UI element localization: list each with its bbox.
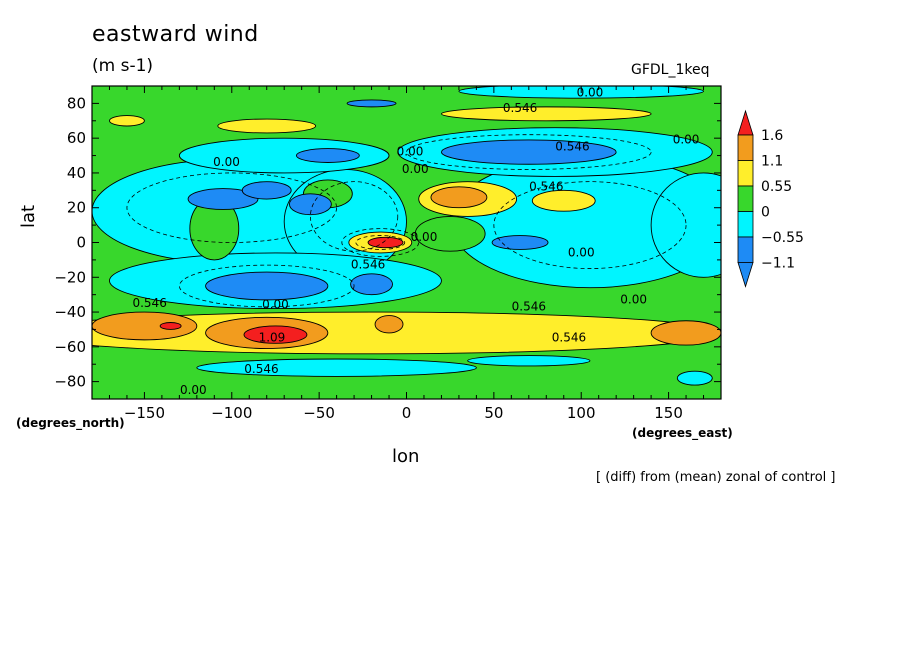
orange-region-south-east <box>650 320 721 346</box>
contour-ring <box>406 134 652 170</box>
yellow-region-north-west <box>217 118 317 134</box>
model-name: GFDL_1keq <box>631 62 710 78</box>
contour-label: 0.00 <box>568 245 595 259</box>
chart-units: (m s-1) <box>92 56 154 76</box>
contour-label: 1.09 <box>259 331 286 345</box>
yellow-region-arctic <box>440 106 652 122</box>
contour-ring <box>341 228 420 257</box>
colorbar-label: −1.1 <box>761 256 795 272</box>
colorbar-arrow-bottom <box>737 262 754 288</box>
contour-label: 0.00 <box>213 155 240 169</box>
blue-core-south-east <box>350 273 393 296</box>
cyan-region-antarctic <box>196 358 477 377</box>
orange-region-south-west <box>92 311 198 341</box>
colorbar-swatch-cyan <box>737 211 754 238</box>
x-axis-label: lon <box>392 446 420 467</box>
yellow-region-north-2 <box>531 189 596 212</box>
orange-region-south-2 <box>374 315 404 334</box>
red-core-equator <box>367 236 404 249</box>
y-axis-unit: (degrees_north) <box>16 416 125 430</box>
colorbar-swatch-green <box>737 185 754 212</box>
contour-label: 0.546 <box>529 179 563 193</box>
y-tick-label: −60 <box>54 338 86 356</box>
contour-label: 0.546 <box>512 299 546 313</box>
y-tick-label: −80 <box>54 373 86 391</box>
contour-label: 0.00 <box>673 132 700 146</box>
contour-ring <box>126 172 338 243</box>
footer-note: [ (diff) from (mean) zonal of control ] <box>596 470 836 485</box>
colorbar-swatch-yellow <box>737 160 754 187</box>
contour-label: 0.546 <box>552 331 586 345</box>
contour-label: 0.546 <box>555 139 589 153</box>
y-tick-label: −20 <box>54 268 86 286</box>
x-axis: −150 −100 −50 0 50 100 150 <box>108 86 722 422</box>
contour-label: 0.00 <box>411 230 438 244</box>
y-tick-label: 20 <box>67 199 86 217</box>
x-tick-label: 0 <box>402 404 412 422</box>
colorbar-legend: 1.6 1.1 0.55 0 −0.55 −1.1 <box>737 109 804 288</box>
contour-labels: 0.00 0.546 0.546 0.00 0.00 0.00 0.00 0.546 0.00 0… <box>132 85 699 396</box>
blue-core-south <box>205 271 329 301</box>
yellow-region-arctic-west <box>109 115 145 127</box>
colorbar-arrow-top <box>737 109 754 136</box>
blue-core-center <box>288 193 332 216</box>
contour-label: 0.546 <box>351 258 385 272</box>
contour-label: 0.546 <box>132 296 166 310</box>
plot-area <box>92 86 721 399</box>
y-tick-label: 0 <box>76 234 86 252</box>
chart-title: eastward wind <box>92 22 259 47</box>
contour-label: 0.00 <box>262 298 289 312</box>
cyan-region-antarctic-2 <box>467 355 591 367</box>
contour-ring <box>178 264 355 308</box>
x-tick-label: −100 <box>211 404 252 422</box>
x-tick-label: −150 <box>124 404 165 422</box>
contour-label: 0.00 <box>620 292 647 306</box>
y-tick-label: 40 <box>67 164 86 182</box>
contour-label: 0.546 <box>503 101 537 115</box>
colorbar-label: 0.55 <box>761 179 792 195</box>
colorbar-label: 0 <box>761 205 770 221</box>
blue-core-equator <box>491 235 549 250</box>
y-axis: −80 −60 −40 −20 0 20 40 60 80 <box>54 85 721 400</box>
contour-ring <box>493 181 687 269</box>
y-tick-label: 80 <box>67 94 86 112</box>
blue-core-north <box>440 139 617 165</box>
y-tick-label: −40 <box>54 303 86 321</box>
x-tick-label: 150 <box>654 404 683 422</box>
orange-region-north <box>430 186 488 209</box>
contour-label: 0.546 <box>244 362 278 376</box>
cyan-region-north-west <box>178 137 390 174</box>
red-core-south <box>243 325 308 344</box>
blue-core-arctic <box>346 99 397 108</box>
colorbar-label: 1.6 <box>761 128 783 144</box>
contour-ring <box>355 235 406 250</box>
x-tick-label: 50 <box>484 404 503 422</box>
red-core-south-west <box>159 322 182 330</box>
x-tick-label: 100 <box>567 404 596 422</box>
contour-ring <box>310 181 399 252</box>
x-axis-unit: (degrees_east) <box>632 426 733 440</box>
contour-label: 0.00 <box>397 145 424 159</box>
contour-lines <box>126 134 687 308</box>
y-tick-label: 60 <box>67 129 86 147</box>
colorbar-label: 1.1 <box>761 154 783 170</box>
colorbar-swatch-orange <box>737 134 754 161</box>
contour-label: 0.00 <box>180 383 207 397</box>
x-tick-label: −50 <box>303 404 335 422</box>
blue-core-west <box>187 188 259 210</box>
blue-core-west-2 <box>241 181 292 200</box>
contour-label: 0.00 <box>402 162 429 176</box>
green-island-east <box>414 215 486 252</box>
cyan-region-antarctic-3 <box>676 370 713 386</box>
colorbar-swatch-blue <box>737 236 754 263</box>
contour-label: 0.00 <box>577 85 604 99</box>
y-axis-label: lat <box>18 204 39 228</box>
colorbar-label: −0.55 <box>761 230 804 246</box>
blue-core-north-west <box>295 148 360 163</box>
